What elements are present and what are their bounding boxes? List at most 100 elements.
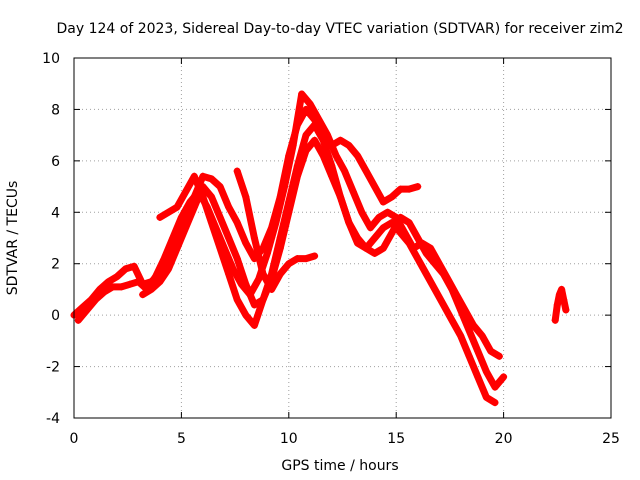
data-point — [379, 198, 387, 206]
data-point — [225, 234, 233, 242]
y-tick-label: 4 — [51, 205, 60, 221]
data-point — [173, 203, 181, 211]
data-point — [422, 270, 430, 278]
data-point — [491, 399, 499, 407]
y-tick-label: -4 — [46, 411, 60, 427]
plot-frame — [73, 57, 612, 419]
data-point — [414, 234, 422, 242]
data-point — [336, 136, 344, 144]
series-band — [156, 121, 499, 407]
data-point — [83, 306, 91, 314]
data-point — [233, 167, 241, 175]
data-point — [302, 131, 310, 139]
data-point — [482, 393, 490, 401]
data-point — [152, 273, 160, 281]
data-point — [558, 285, 566, 293]
data-point — [362, 244, 370, 252]
data-point — [311, 121, 319, 129]
data-point — [384, 208, 392, 216]
data-point — [285, 260, 293, 268]
data-point — [319, 136, 327, 144]
data-point — [177, 213, 185, 221]
data-point — [487, 347, 495, 355]
series-band — [233, 167, 319, 293]
data-point — [117, 283, 125, 291]
data-point — [268, 285, 276, 293]
data-point — [495, 352, 503, 360]
data-point — [315, 116, 323, 124]
data-point — [134, 278, 142, 286]
x-tick-label: 0 — [70, 431, 79, 447]
series-track-1 — [70, 105, 422, 319]
data-point — [448, 316, 456, 324]
y-tick-label: -2 — [46, 360, 60, 376]
data-point — [242, 311, 250, 319]
data-point — [405, 239, 413, 247]
data-point — [250, 234, 258, 242]
data-point — [182, 188, 190, 196]
data-point — [186, 198, 194, 206]
data-point — [109, 283, 117, 291]
data-point — [491, 383, 499, 391]
data-point — [354, 152, 362, 160]
data-point — [405, 219, 413, 227]
data-point — [298, 90, 306, 98]
data-point — [173, 244, 181, 252]
data-point — [396, 229, 404, 237]
y-tick-label: 10 — [42, 51, 60, 67]
series-track-6 — [551, 285, 570, 324]
data-point — [113, 273, 121, 281]
data-point — [562, 306, 570, 314]
data-point — [160, 255, 168, 263]
data-point — [216, 183, 224, 191]
data-point — [311, 136, 319, 144]
data-point — [182, 224, 190, 232]
data-point — [560, 296, 568, 304]
data-point — [259, 296, 267, 304]
data-point — [272, 219, 280, 227]
data-point — [126, 280, 134, 288]
data-point — [233, 296, 241, 304]
data-point — [388, 219, 396, 227]
data-point — [474, 373, 482, 381]
data-point — [474, 347, 482, 355]
data-point — [336, 193, 344, 201]
data-point — [354, 239, 362, 247]
data-point — [448, 285, 456, 293]
x-tick-label: 25 — [602, 431, 620, 447]
data-point — [293, 255, 301, 263]
data-point — [165, 208, 173, 216]
data-point — [345, 141, 353, 149]
data-point — [478, 332, 486, 340]
data-point — [259, 270, 267, 278]
data-point — [366, 224, 374, 232]
y-axis-label: SDTVAR / TECUs — [5, 181, 21, 296]
y-tick-label: 8 — [51, 102, 60, 118]
data-point — [199, 193, 207, 201]
data-point — [457, 332, 465, 340]
data-point — [439, 270, 447, 278]
data-point — [551, 316, 559, 324]
data-point — [306, 100, 314, 108]
data-point — [289, 141, 297, 149]
data-point — [250, 321, 258, 329]
data-point — [345, 219, 353, 227]
data-point — [375, 213, 383, 221]
x-axis-label: GPS time / hours — [281, 458, 398, 474]
y-tick-label: 2 — [51, 257, 60, 273]
x-tick-label: 10 — [280, 431, 298, 447]
data-point — [358, 208, 366, 216]
data-point — [242, 280, 250, 288]
data-point — [293, 162, 301, 170]
data-point — [431, 285, 439, 293]
data-point — [285, 198, 293, 206]
data-point — [341, 167, 349, 175]
data-point — [302, 255, 310, 263]
data-point — [190, 203, 198, 211]
data-point — [388, 193, 396, 201]
data-point — [427, 244, 435, 252]
data-point — [91, 296, 99, 304]
data-point — [388, 229, 396, 237]
